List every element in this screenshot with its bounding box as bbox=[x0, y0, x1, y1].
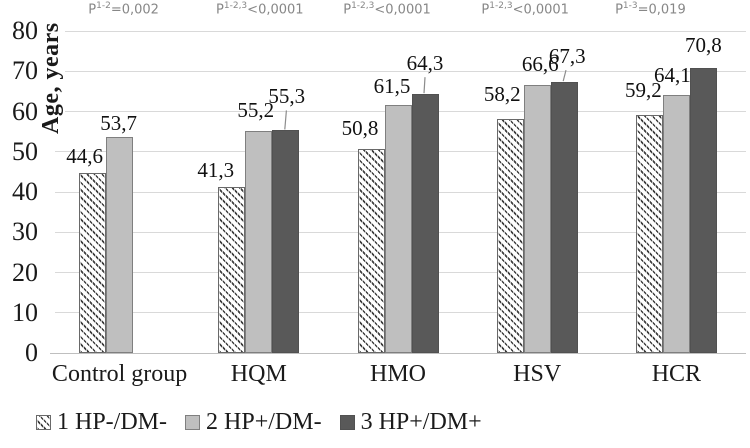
y-gridline bbox=[55, 30, 746, 32]
bar-value-label: 55,2 bbox=[237, 97, 275, 122]
p-value-text: 1-3 bbox=[622, 1, 638, 11]
y-axis-tick-label: 20 bbox=[12, 257, 38, 287]
y-axis-tick-label: 70 bbox=[12, 56, 38, 86]
bar-series3-hmo bbox=[411, 94, 439, 353]
bar-value-label: 66,6 bbox=[521, 51, 559, 76]
legend-label: 1 HP-/DM- bbox=[57, 409, 168, 435]
p-value-text: 1-2,3 bbox=[489, 1, 513, 11]
bar-value-label: 53,7 bbox=[100, 110, 137, 135]
bar-value-label: 44,6 bbox=[66, 144, 103, 169]
bar-series3-hsv bbox=[550, 82, 578, 353]
p-value-text: P bbox=[615, 2, 623, 18]
legend-label: 3 HP+/DM+ bbox=[360, 409, 482, 435]
legend-swatch-dark-gray-icon bbox=[339, 414, 355, 430]
y-axis-tick-label: 30 bbox=[12, 217, 38, 247]
bar-series2-hmo bbox=[384, 105, 412, 353]
bar-series2-hcr bbox=[662, 94, 690, 353]
category-label-control-group: Control group bbox=[51, 361, 188, 387]
bar-value-label: 41,3 bbox=[197, 157, 235, 182]
bar-series1-hqm bbox=[218, 186, 246, 353]
p-value-text: <0,0001 bbox=[247, 2, 304, 18]
legend-swatch-light-gray-icon bbox=[185, 414, 201, 430]
legend-item-hp-pos-dm-pos: 3 HP+/DM+ bbox=[339, 408, 482, 436]
bar-series1-hcr bbox=[635, 114, 663, 353]
legend-label: 2 HP+/DM- bbox=[206, 409, 322, 435]
bar-series1-control-group bbox=[79, 173, 107, 353]
bar-series1-hsv bbox=[496, 118, 524, 353]
y-axis-tick-label: 50 bbox=[12, 136, 38, 166]
p-value-text: <0,0001 bbox=[512, 2, 569, 18]
y-axis-tick-label: 0 bbox=[25, 338, 38, 367]
p-value-text: =0,002 bbox=[110, 2, 159, 18]
chart-legend: 1 HP-/DM- 2 HP+/DM- 3 HP+/DM+ bbox=[36, 408, 500, 436]
y-axis-title: Age, years bbox=[38, 14, 65, 134]
label-leader-line bbox=[423, 77, 426, 94]
p-value-text: P bbox=[343, 2, 352, 18]
y-gridline bbox=[55, 70, 746, 72]
y-axis-tick-label: 10 bbox=[12, 297, 38, 327]
p-value-text: P bbox=[88, 2, 97, 18]
category-label-hcr: HCR bbox=[651, 361, 702, 387]
label-leader-line bbox=[562, 69, 567, 82]
x-axis-line bbox=[50, 352, 746, 354]
legend-item-hp-pos-dm-neg: 2 HP+/DM- bbox=[185, 408, 322, 436]
bar-value-label: 58,2 bbox=[483, 81, 521, 106]
y-axis-tick-label: 60 bbox=[12, 96, 38, 126]
category-label-hqm: HQM bbox=[230, 361, 287, 387]
y-axis-tick-label: 80 bbox=[12, 16, 38, 45]
bar-series1-hmo bbox=[357, 148, 385, 353]
bar-value-label: 50,8 bbox=[341, 115, 379, 140]
legend-swatch-hatched-icon bbox=[36, 414, 51, 430]
y-axis-tick-label: 40 bbox=[12, 177, 38, 206]
bar-series3-hcr bbox=[689, 68, 717, 353]
p-value-annotation: P1-3=0,019 bbox=[615, 2, 686, 18]
bar-series3-hqm bbox=[272, 130, 300, 353]
bar-value-label: 61,5 bbox=[373, 74, 411, 99]
p-value-text: 1-2,3 bbox=[351, 1, 375, 11]
bar-value-label: 55,3 bbox=[268, 84, 306, 109]
bar-value-label: 67,3 bbox=[548, 44, 586, 69]
p-value-annotation: P1-2,3<0,0001 bbox=[343, 2, 431, 18]
bar-series2-hqm bbox=[245, 130, 273, 353]
bar-value-label: 64,3 bbox=[406, 51, 444, 76]
bar-value-label: 59,2 bbox=[625, 77, 662, 102]
p-value-annotation: P1-2,3<0,0001 bbox=[481, 2, 569, 18]
p-value-annotation: P1-2,3<0,0001 bbox=[216, 2, 304, 18]
bar-value-label: 70,8 bbox=[685, 33, 722, 58]
category-label-hmo: HMO bbox=[369, 361, 427, 387]
label-leader-line bbox=[284, 110, 287, 130]
bar-value-label: 64,1 bbox=[654, 62, 691, 87]
p-value-text: P bbox=[216, 2, 224, 18]
bar-series2-hsv bbox=[523, 84, 551, 353]
category-label-hsv: HSV bbox=[513, 361, 562, 387]
p-value-text: =0,019 bbox=[637, 2, 686, 18]
p-value-text: 1-2 bbox=[96, 1, 111, 11]
legend-item-hp-neg-dm-neg: 1 HP-/DM- bbox=[36, 408, 167, 436]
bar-series2-control-group bbox=[106, 136, 134, 353]
p-value-text: P bbox=[481, 2, 490, 18]
p-value-text: 1-2,3 bbox=[223, 1, 248, 11]
p-value-text: <0,0001 bbox=[374, 2, 431, 18]
p-value-annotation: P1-2=0,002 bbox=[88, 2, 159, 18]
